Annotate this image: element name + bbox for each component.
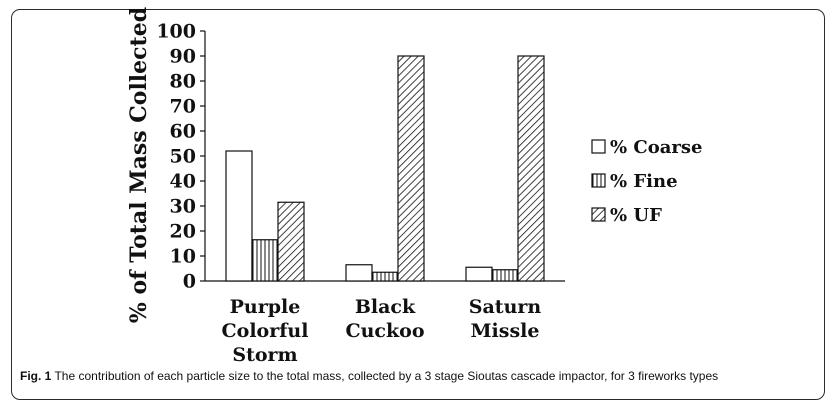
y-axis: 0 10 20 30 40 50 60 70 80 90 100 xyxy=(156,21,206,293)
category-label: Black xyxy=(355,296,416,318)
y-axis-label: % of Total Mass Collected xyxy=(126,7,152,323)
legend: % Coarse % Fine % UF xyxy=(591,137,702,226)
y-tick-label: 0 xyxy=(183,271,196,293)
category-label: Saturn xyxy=(469,296,542,318)
bar xyxy=(517,55,545,282)
category-label: Cuckoo xyxy=(345,320,424,342)
caption-label: Fig. 1 xyxy=(20,369,52,383)
y-tick-label: 80 xyxy=(170,71,196,93)
bar xyxy=(225,150,253,282)
legend-swatch xyxy=(591,207,606,222)
category-label: Storm xyxy=(232,344,297,366)
y-tick-label: 60 xyxy=(170,121,196,143)
bar xyxy=(371,271,399,282)
bar xyxy=(277,201,305,282)
bar xyxy=(491,269,519,282)
bars xyxy=(225,55,545,282)
bar xyxy=(397,55,425,282)
y-tick-label: 40 xyxy=(170,171,196,193)
y-tick-label: 50 xyxy=(170,146,196,168)
y-tick-label: 10 xyxy=(170,246,196,268)
figure-caption: Fig. 1 The contribution of each particle… xyxy=(20,369,810,383)
y-tick-label: 20 xyxy=(170,221,196,243)
bar xyxy=(345,264,373,282)
legend-label: % Fine xyxy=(610,171,678,192)
legend-swatch xyxy=(591,173,606,188)
caption-text: The contribution of each particle size t… xyxy=(51,369,719,383)
bar xyxy=(465,266,493,282)
category-label: Missle xyxy=(471,320,540,342)
legend-swatch xyxy=(591,139,606,154)
y-tick-label: 70 xyxy=(170,96,196,118)
category-label: Colorful xyxy=(222,320,309,342)
category-label: Purple xyxy=(230,296,301,318)
y-tick-label: 30 xyxy=(170,196,196,218)
bar xyxy=(251,239,279,282)
legend-label: % Coarse xyxy=(610,137,702,158)
legend-label: % UF xyxy=(610,205,662,226)
y-tick-label: 90 xyxy=(170,46,196,68)
y-tick-label: 100 xyxy=(156,21,196,43)
